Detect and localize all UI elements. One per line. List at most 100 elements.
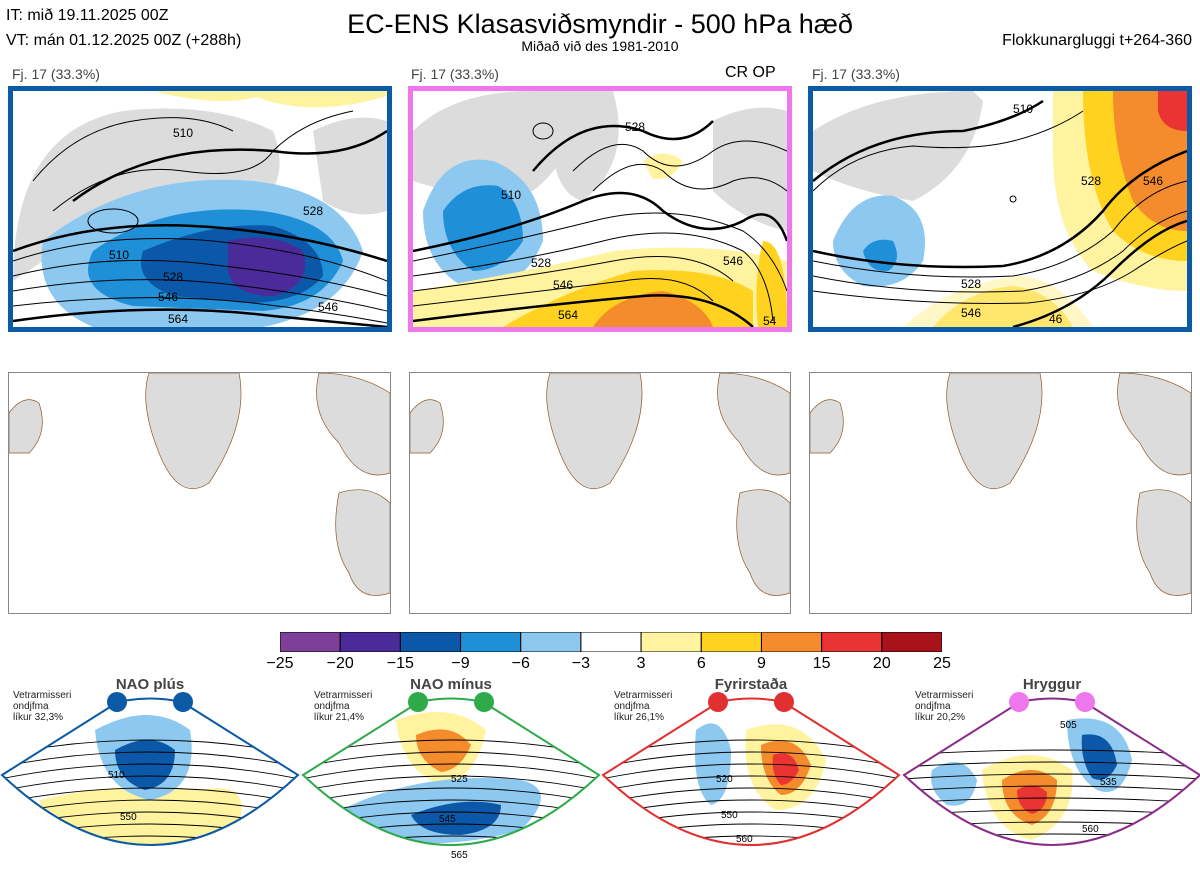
land-scandinavia	[313, 117, 387, 215]
contour-label: 510	[1013, 102, 1033, 116]
colorbar-bin	[280, 632, 341, 652]
control-run-tag: CR OP	[725, 64, 776, 81]
anomaly-area	[1017, 785, 1047, 814]
contour-label: 564	[168, 312, 188, 326]
cluster-map-2: 528 510 528 546 564 546 54	[408, 86, 792, 332]
colorbar-tick-label: −9	[451, 655, 470, 672]
height-contour	[603, 751, 899, 768]
contour-label: 560	[736, 834, 753, 845]
contour-label: 46	[1049, 312, 1063, 326]
regime-map: 520 550 560	[601, 692, 901, 846]
height-contour	[303, 751, 599, 768]
height-contour	[904, 761, 1200, 768]
height-contour	[904, 773, 1200, 780]
regime-note: Vetrarmisseri ondjfma líkur 21,4%	[314, 690, 373, 723]
regime-dot	[708, 692, 728, 712]
regime-map: 510 550	[0, 692, 300, 846]
height-contour	[603, 775, 899, 792]
colorbar-tick-label: 9	[757, 655, 766, 672]
cluster-label-2: Fj. 17 (33.3%)	[411, 66, 499, 82]
contour-label: 505	[1060, 720, 1077, 731]
height-contour	[2, 775, 298, 792]
height-contour	[303, 763, 599, 780]
cluster-label-3: Fj. 17 (33.3%)	[812, 66, 900, 82]
contour-label: 546	[723, 254, 743, 268]
contour-label: 510	[108, 770, 125, 781]
contour-label: 546	[318, 300, 338, 314]
colorbar-bin	[339, 632, 401, 652]
colorbar-tick-label: −20	[326, 655, 354, 672]
empty-map-3	[809, 372, 1192, 614]
regime-dot	[1009, 692, 1029, 712]
height-contour	[904, 797, 1200, 804]
contour-label: 546	[1143, 174, 1163, 188]
regime-frame	[902, 697, 1200, 846]
contour-label: 565	[451, 850, 468, 861]
colorbar-bin	[821, 632, 883, 652]
regime-frame	[601, 697, 901, 846]
height-contour	[303, 787, 599, 804]
contour-label: 525	[451, 774, 468, 785]
height-contour	[603, 787, 899, 804]
height-contour	[904, 833, 1200, 840]
regime-title: Fyrirstaða	[714, 676, 788, 693]
contour-label: 510	[173, 126, 193, 140]
contour-label: 510	[501, 188, 521, 202]
cluster-map-1: 510 528 546 564 510 528 546	[8, 86, 392, 332]
colorbar-bin	[580, 632, 642, 652]
regime-note: Vetrarmisseri ondjfma líkur 32,3%	[13, 690, 72, 723]
anomaly-area	[695, 723, 731, 805]
regime-dot	[474, 692, 494, 712]
contour-label: 564	[558, 308, 578, 322]
regime-frame	[0, 697, 300, 846]
contour-label: 550	[721, 810, 738, 821]
colorbar-tick-label: 20	[872, 655, 891, 672]
height-contour	[603, 811, 899, 828]
empty-map-1	[8, 372, 391, 614]
contour-label: 535	[1100, 777, 1117, 788]
colorbar-bin	[760, 632, 823, 652]
colorbar-tick-label: −15	[386, 655, 414, 672]
initial-time: IT: mið 19.11.2025 00Z	[6, 7, 169, 24]
anomaly-area	[931, 762, 977, 806]
colorbar-tick-label: 15	[812, 655, 831, 672]
height-contour	[2, 763, 298, 780]
contour-label: 528	[303, 204, 323, 218]
colorbar-tick-label: 25	[933, 655, 951, 672]
empty-map-2	[409, 372, 791, 614]
regime-title: NAO mínus	[410, 676, 492, 693]
anomaly-area	[411, 801, 501, 835]
regime-frame	[301, 697, 601, 846]
regime-title: Hryggur	[1022, 676, 1082, 693]
height-contour	[904, 749, 1200, 756]
colorbar-bin	[399, 632, 462, 652]
contour-label: 550	[120, 812, 137, 823]
anomaly-area	[1081, 734, 1117, 780]
regime-title: NAO plús	[115, 676, 185, 693]
regime-dot	[774, 692, 794, 712]
contour-label: 54	[763, 314, 777, 327]
classification-window: Flokkunargluggi t+264-360	[1002, 32, 1192, 49]
colorbar-tick-label: −3	[571, 655, 591, 672]
colorbar-tick-label: −6	[511, 655, 530, 672]
height-contour	[303, 775, 599, 792]
colorbar-tick-label: 3	[636, 655, 646, 672]
regime-note: Vetrarmisseri ondjfma líkur 26,1%	[614, 690, 673, 723]
colorbar-bin	[700, 632, 762, 652]
colorbar-bin	[520, 632, 582, 652]
contour-label: 546	[158, 290, 178, 304]
contour-label: 560	[1082, 824, 1099, 835]
regime-map: 505 535 560	[902, 692, 1200, 846]
regime-dot	[408, 692, 428, 712]
contour-label: 528	[163, 270, 183, 284]
height-contour	[603, 799, 899, 816]
contour-label: 528	[961, 277, 981, 291]
height-contour	[904, 785, 1200, 792]
contour-label: 546	[553, 278, 573, 292]
valid-time: VT: mán 01.12.2025 00Z (+288h)	[6, 32, 242, 49]
page-subtitle: Miðað við des 1981-2010	[521, 38, 679, 54]
colorbar-bin	[881, 632, 942, 652]
contour-label: 528	[625, 120, 645, 134]
contour-label: 510	[109, 248, 129, 262]
contour-label: 528	[531, 256, 551, 270]
